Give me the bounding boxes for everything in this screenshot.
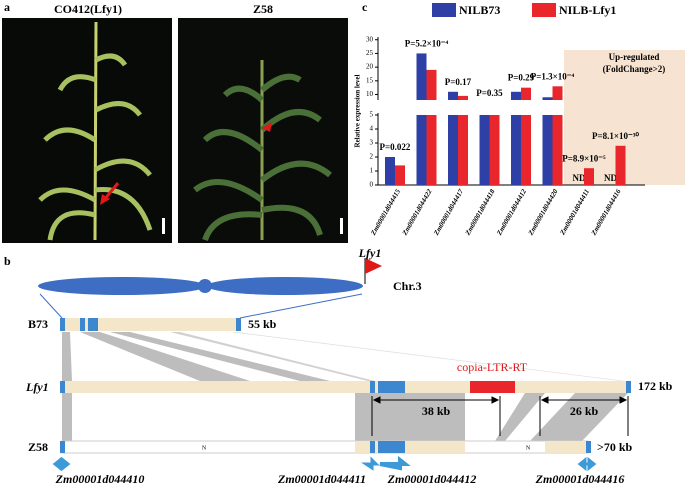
bar [426, 115, 437, 185]
bar [552, 86, 563, 100]
insertion-label: copia-LTR-RT [457, 360, 528, 374]
bar [542, 97, 553, 100]
p-value-label: P=8.1×10⁻³⁰ [592, 131, 639, 141]
p-value-label: P=0.29 [508, 73, 535, 83]
bar [458, 95, 468, 100]
bar [542, 115, 553, 185]
y-tick-label: 0 [370, 181, 374, 189]
legend-label: NILB73 [459, 3, 500, 17]
photo [2, 18, 172, 243]
gene-label: Zm00001d044411 [277, 472, 366, 486]
row-size: 172 kb [638, 379, 673, 393]
x-tick-label: Zm00001d044420 [526, 187, 560, 237]
x-tick-label: Zm00001d044415 [369, 187, 403, 237]
legend-swatch [532, 3, 556, 17]
y-tick-label: 4 [370, 125, 374, 133]
bar [521, 87, 531, 100]
bar [385, 157, 395, 185]
bar [511, 91, 521, 100]
panel-label: c [362, 0, 368, 14]
bar [521, 115, 531, 185]
bar [479, 115, 490, 185]
row-size: 55 kb [248, 317, 277, 331]
synteny [62, 332, 628, 441]
p-value-label: P=5.2×10⁻⁴ [405, 38, 449, 48]
gap-mark: N [202, 445, 207, 451]
bar [489, 115, 500, 185]
bar-chart: Up-regulated (FoldChange>2) 0 1 2 3 4 5 10 15 20 25… [354, 3, 685, 237]
bar [448, 91, 458, 100]
chromosome-label: Chr.3 [393, 279, 422, 293]
x-tick-label: Zm00001d044417 [432, 187, 466, 237]
x-tick-label: Zm00001d044412 [495, 187, 529, 237]
bar [584, 168, 594, 185]
y-tick-label: 25 [366, 49, 374, 57]
y-tick-label: 10 [366, 90, 374, 98]
x-tick-label: Zm00001d044416 [589, 187, 623, 237]
gene-label: Zm00001d044410 [55, 472, 145, 486]
y-tick-label: 3 [370, 139, 374, 147]
gene-label: Zm00001d044412 [387, 472, 477, 486]
photo [178, 18, 348, 243]
region-label: Up-regulated [609, 52, 660, 62]
x-tick-label: Zm00001d044422 [400, 187, 434, 237]
bar [511, 115, 521, 185]
y-axis-label: Relative expression level [354, 74, 362, 147]
photo-title: Z58 [253, 2, 273, 16]
photo-title: CO412(Lfy1) [54, 2, 122, 16]
contig [52, 318, 631, 472]
panel-label: a [4, 0, 10, 14]
p-value-label: P=8.9×10⁻⁵ [562, 153, 606, 163]
p-value-label: P=1.3×10⁻⁴ [531, 71, 575, 81]
y-tick-label: 1 [370, 167, 374, 175]
chromosome [38, 258, 382, 319]
bar [552, 115, 563, 185]
y-tick-label: 5 [370, 111, 374, 119]
region-label: (FoldChange>2) [603, 64, 666, 74]
bar [448, 115, 458, 185]
y-tick-label: 30 [366, 35, 374, 43]
legend-label: NILB-Lfy1 [559, 3, 616, 17]
bar [416, 53, 427, 100]
bar [615, 145, 626, 185]
bar [458, 115, 468, 185]
gene-label: Zm00001d044416 [535, 472, 625, 486]
bar [395, 165, 405, 185]
y-tick-label: 15 [366, 76, 374, 84]
p-value-label: P=0.17 [445, 77, 472, 87]
bar [426, 69, 437, 100]
value-label: ND [604, 173, 617, 183]
locus-label: Lfy1 [358, 246, 382, 260]
distance-label: 26 kb [570, 404, 599, 418]
row-label: B73 [28, 317, 48, 331]
y-tick-label: 20 [366, 63, 374, 71]
row-label: Z58 [28, 440, 48, 454]
row-size: >70 kb [597, 440, 633, 454]
y-tick-label: 2 [370, 153, 374, 161]
p-value-label: P=0.35 [476, 88, 503, 98]
value-label: ND [573, 173, 586, 183]
distance-label: 38 kb [422, 404, 451, 418]
x-tick-label: Zm00001d044418 [463, 187, 497, 237]
x-tick-label: Zm00001d044411 [558, 188, 591, 237]
row-label: Lfy1 [25, 380, 49, 394]
bar [416, 115, 427, 185]
panel-label: b [4, 254, 11, 268]
p-value-label: P=0.022 [380, 142, 411, 152]
gap-mark: N [526, 445, 531, 451]
legend-swatch [432, 3, 456, 17]
